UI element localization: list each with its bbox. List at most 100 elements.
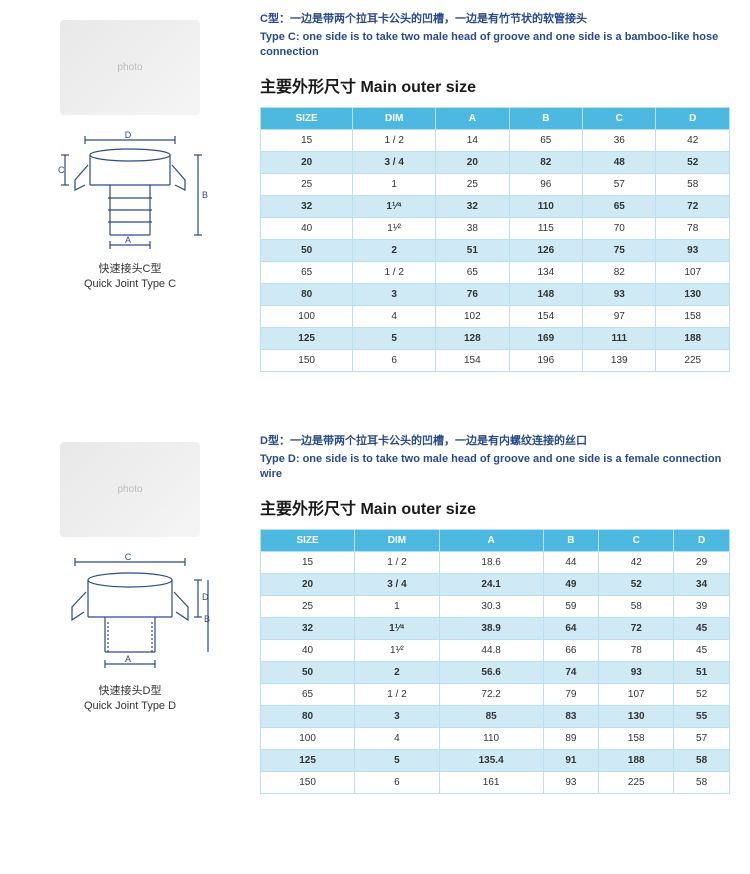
table-cell: 45 bbox=[674, 639, 730, 661]
table-cell: 56.6 bbox=[439, 661, 543, 683]
table-cell: 80 bbox=[261, 283, 353, 305]
dimension-diagram-c: D bbox=[50, 130, 210, 250]
desc-en-c: Type C: one side is to take two male hea… bbox=[260, 30, 730, 61]
left-column-d: photo C bbox=[20, 432, 240, 794]
table-cell: 58 bbox=[656, 173, 730, 195]
table-cell: 158 bbox=[656, 305, 730, 327]
table-row: 8037614893130 bbox=[261, 283, 730, 305]
table-cell: 20 bbox=[261, 151, 353, 173]
table-cell: 126 bbox=[509, 239, 582, 261]
table-cell: 1¹⁄² bbox=[355, 639, 440, 661]
table-cell: 25 bbox=[261, 173, 353, 195]
table-cell: 130 bbox=[656, 283, 730, 305]
table-cell: 58 bbox=[674, 771, 730, 793]
size-table-d: SIZEDIMABCD 151 / 218.6444229203 / 424.1… bbox=[260, 529, 730, 794]
table-cell: 52 bbox=[674, 683, 730, 705]
table-row: 100410215497158 bbox=[261, 305, 730, 327]
table-cell: 55 bbox=[674, 705, 730, 727]
table-cell: 3 / 4 bbox=[355, 573, 440, 595]
table-cell: 3 / 4 bbox=[353, 151, 436, 173]
table-cell: 3 bbox=[353, 283, 436, 305]
table-cell: 107 bbox=[656, 261, 730, 283]
table-row: 25125965758 bbox=[261, 173, 730, 195]
table-row: 25130.3595839 bbox=[261, 595, 730, 617]
table-cell: 45 bbox=[674, 617, 730, 639]
table-cell: 32 bbox=[436, 195, 509, 217]
table-cell: 32 bbox=[261, 195, 353, 217]
heading-c: 主要外形尺寸 Main outer size bbox=[260, 73, 730, 97]
heading-d: 主要外形尺寸 Main outer size bbox=[260, 495, 730, 519]
table-cell: 44 bbox=[543, 551, 599, 573]
table-cell: 107 bbox=[599, 683, 674, 705]
table-cell: 18.6 bbox=[439, 551, 543, 573]
table-cell: 42 bbox=[656, 129, 730, 151]
product-photo-d: photo bbox=[60, 442, 200, 537]
table-cell: 1¹⁄² bbox=[353, 217, 436, 239]
table-cell: 169 bbox=[509, 327, 582, 349]
product-photo-c: photo bbox=[60, 20, 200, 115]
table-cell: 82 bbox=[583, 261, 656, 283]
table-cell: 111 bbox=[583, 327, 656, 349]
table-row: 15061619322558 bbox=[261, 771, 730, 793]
table-cell: 72 bbox=[656, 195, 730, 217]
table-cell: 48 bbox=[583, 151, 656, 173]
svg-text:B: B bbox=[202, 190, 208, 200]
left-column-c: photo D bbox=[20, 10, 240, 372]
table-header-cell: C bbox=[599, 529, 674, 551]
table-cell: 128 bbox=[436, 327, 509, 349]
table-cell: 188 bbox=[656, 327, 730, 349]
table-cell: 79 bbox=[543, 683, 599, 705]
table-cell: 57 bbox=[583, 173, 656, 195]
table-cell: 1 bbox=[355, 595, 440, 617]
table-row: 321¹⁄⁴321106572 bbox=[261, 195, 730, 217]
table-cell: 65 bbox=[583, 195, 656, 217]
table-cell: 80 bbox=[261, 705, 355, 727]
size-table-c: SIZEDIMABCD 151 / 214653642203 / 4208248… bbox=[260, 107, 730, 372]
table-header-cell: SIZE bbox=[261, 107, 353, 129]
table-cell: 52 bbox=[656, 151, 730, 173]
table-cell: 85 bbox=[439, 705, 543, 727]
table-cell: 51 bbox=[436, 239, 509, 261]
table-cell: 6 bbox=[353, 349, 436, 371]
table-cell: 25 bbox=[261, 595, 355, 617]
table-header-cell: A bbox=[439, 529, 543, 551]
caption-cn-c: 快速接头C型 bbox=[20, 260, 240, 276]
caption-cn-d: 快速接头D型 bbox=[20, 682, 240, 698]
table-cell: 100 bbox=[261, 727, 355, 749]
table-row: 1255135.49118858 bbox=[261, 749, 730, 771]
table-row: 203 / 420824852 bbox=[261, 151, 730, 173]
table-header-cell: D bbox=[674, 529, 730, 551]
table-cell: 72 bbox=[599, 617, 674, 639]
table-cell: 14 bbox=[436, 129, 509, 151]
table-cell: 15 bbox=[261, 129, 353, 151]
table-cell: 64 bbox=[543, 617, 599, 639]
caption-en-d: Quick Joint Type D bbox=[20, 700, 240, 712]
table-cell: 96 bbox=[509, 173, 582, 195]
table-cell: 1¹⁄⁴ bbox=[355, 617, 440, 639]
table-header-cell: DIM bbox=[355, 529, 440, 551]
table-row: 1506154196139225 bbox=[261, 349, 730, 371]
desc-cn-d: D型：一边是带两个拉耳卡公头的凹槽，一边是有内螺纹连接的丝口 bbox=[260, 432, 730, 448]
right-column-d: D型：一边是带两个拉耳卡公头的凹槽，一边是有内螺纹连接的丝口 Type D: o… bbox=[260, 432, 730, 794]
table-cell: 110 bbox=[439, 727, 543, 749]
table-cell: 74 bbox=[543, 661, 599, 683]
section-type-c: photo D bbox=[20, 10, 730, 372]
table-cell: 1 / 2 bbox=[353, 129, 436, 151]
table-cell: 158 bbox=[599, 727, 674, 749]
table-cell: 42 bbox=[599, 551, 674, 573]
table-cell: 20 bbox=[261, 573, 355, 595]
svg-text:A: A bbox=[125, 654, 131, 664]
table-cell: 32 bbox=[261, 617, 355, 639]
section-type-d: photo C bbox=[20, 432, 730, 794]
table-header-row: SIZEDIMABCD bbox=[261, 107, 730, 129]
table-row: 151 / 214653642 bbox=[261, 129, 730, 151]
table-cell: 52 bbox=[599, 573, 674, 595]
table-cell: 57 bbox=[674, 727, 730, 749]
dimension-diagram-d: C bbox=[50, 552, 210, 672]
table-cell: 58 bbox=[674, 749, 730, 771]
table-cell: 125 bbox=[261, 327, 353, 349]
table-cell: 97 bbox=[583, 305, 656, 327]
table-cell: 6 bbox=[355, 771, 440, 793]
svg-text:C: C bbox=[125, 552, 132, 562]
table-cell: 1 / 2 bbox=[355, 683, 440, 705]
